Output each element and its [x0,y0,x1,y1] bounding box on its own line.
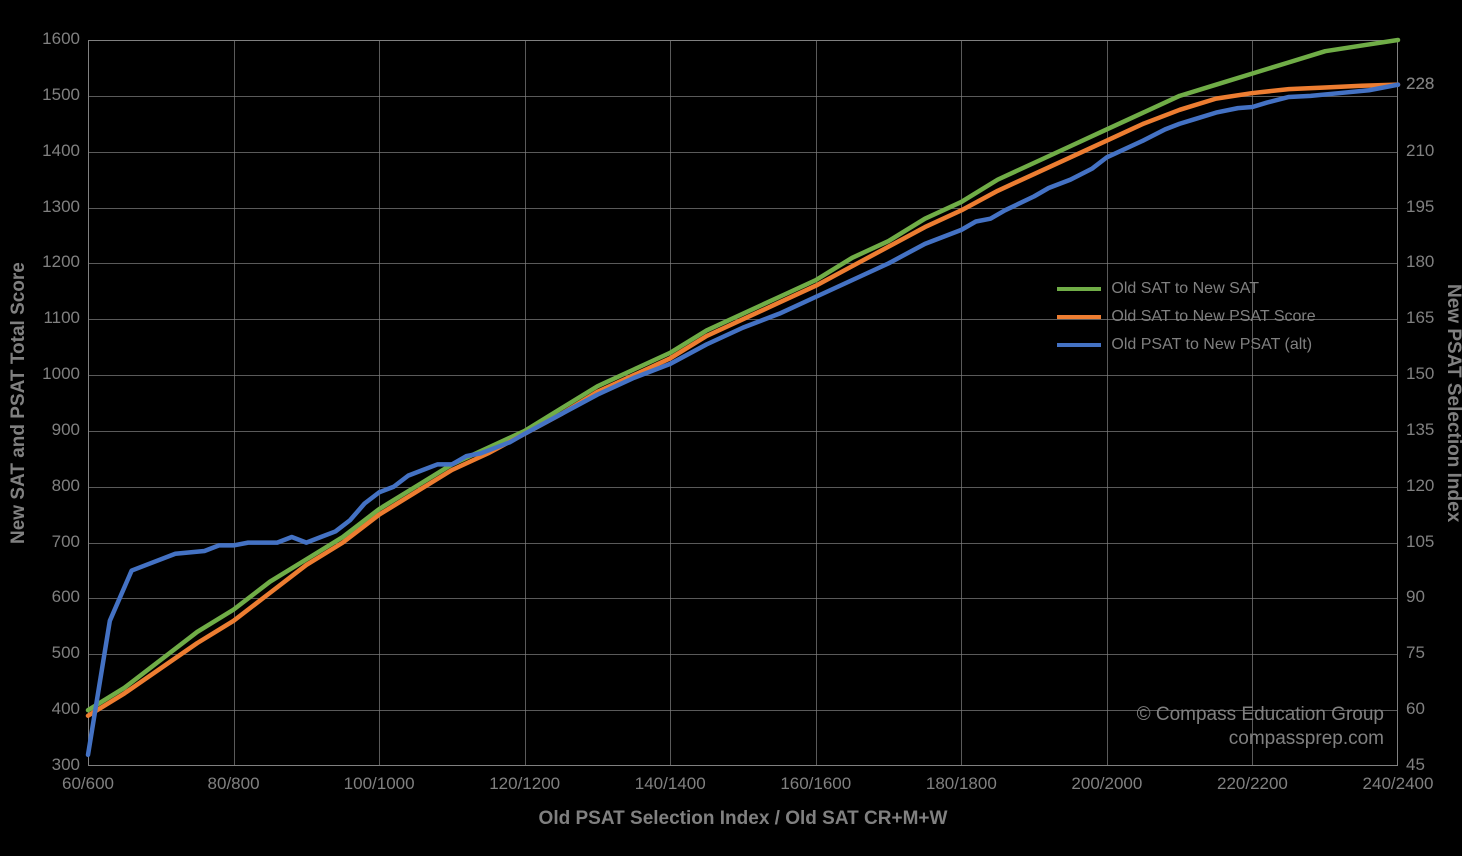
series-green [88,40,1398,710]
series-orange [88,85,1398,716]
series-svg [0,0,1462,856]
series-blue [88,85,1398,755]
chart-container: New SAT and PSAT Total Score New PSAT Se… [0,0,1462,856]
